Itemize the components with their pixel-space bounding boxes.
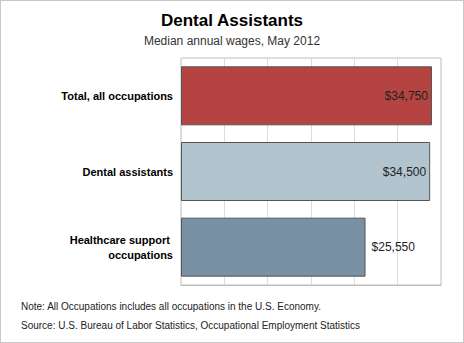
svg-text:occupations: occupations xyxy=(108,249,173,261)
svg-text:Source: U.S. Bureau of Labor S: Source: U.S. Bureau of Labor Statistics,… xyxy=(21,320,360,331)
svg-text:Median annual wages, May 2012: Median annual wages, May 2012 xyxy=(144,34,320,48)
svg-text:$34,750: $34,750 xyxy=(385,89,429,103)
svg-text:Total, all occupations: Total, all occupations xyxy=(61,90,173,102)
svg-text:$34,500: $34,500 xyxy=(383,165,427,179)
svg-text:Dental Assistants: Dental Assistants xyxy=(161,11,303,30)
svg-text:Dental assistants: Dental assistants xyxy=(83,166,173,178)
svg-text:Healthcare support: Healthcare support xyxy=(70,234,173,246)
svg-text:$25,550: $25,550 xyxy=(372,240,416,254)
svg-text:Note: All Occupations includes: Note: All Occupations includes all occup… xyxy=(21,301,321,312)
